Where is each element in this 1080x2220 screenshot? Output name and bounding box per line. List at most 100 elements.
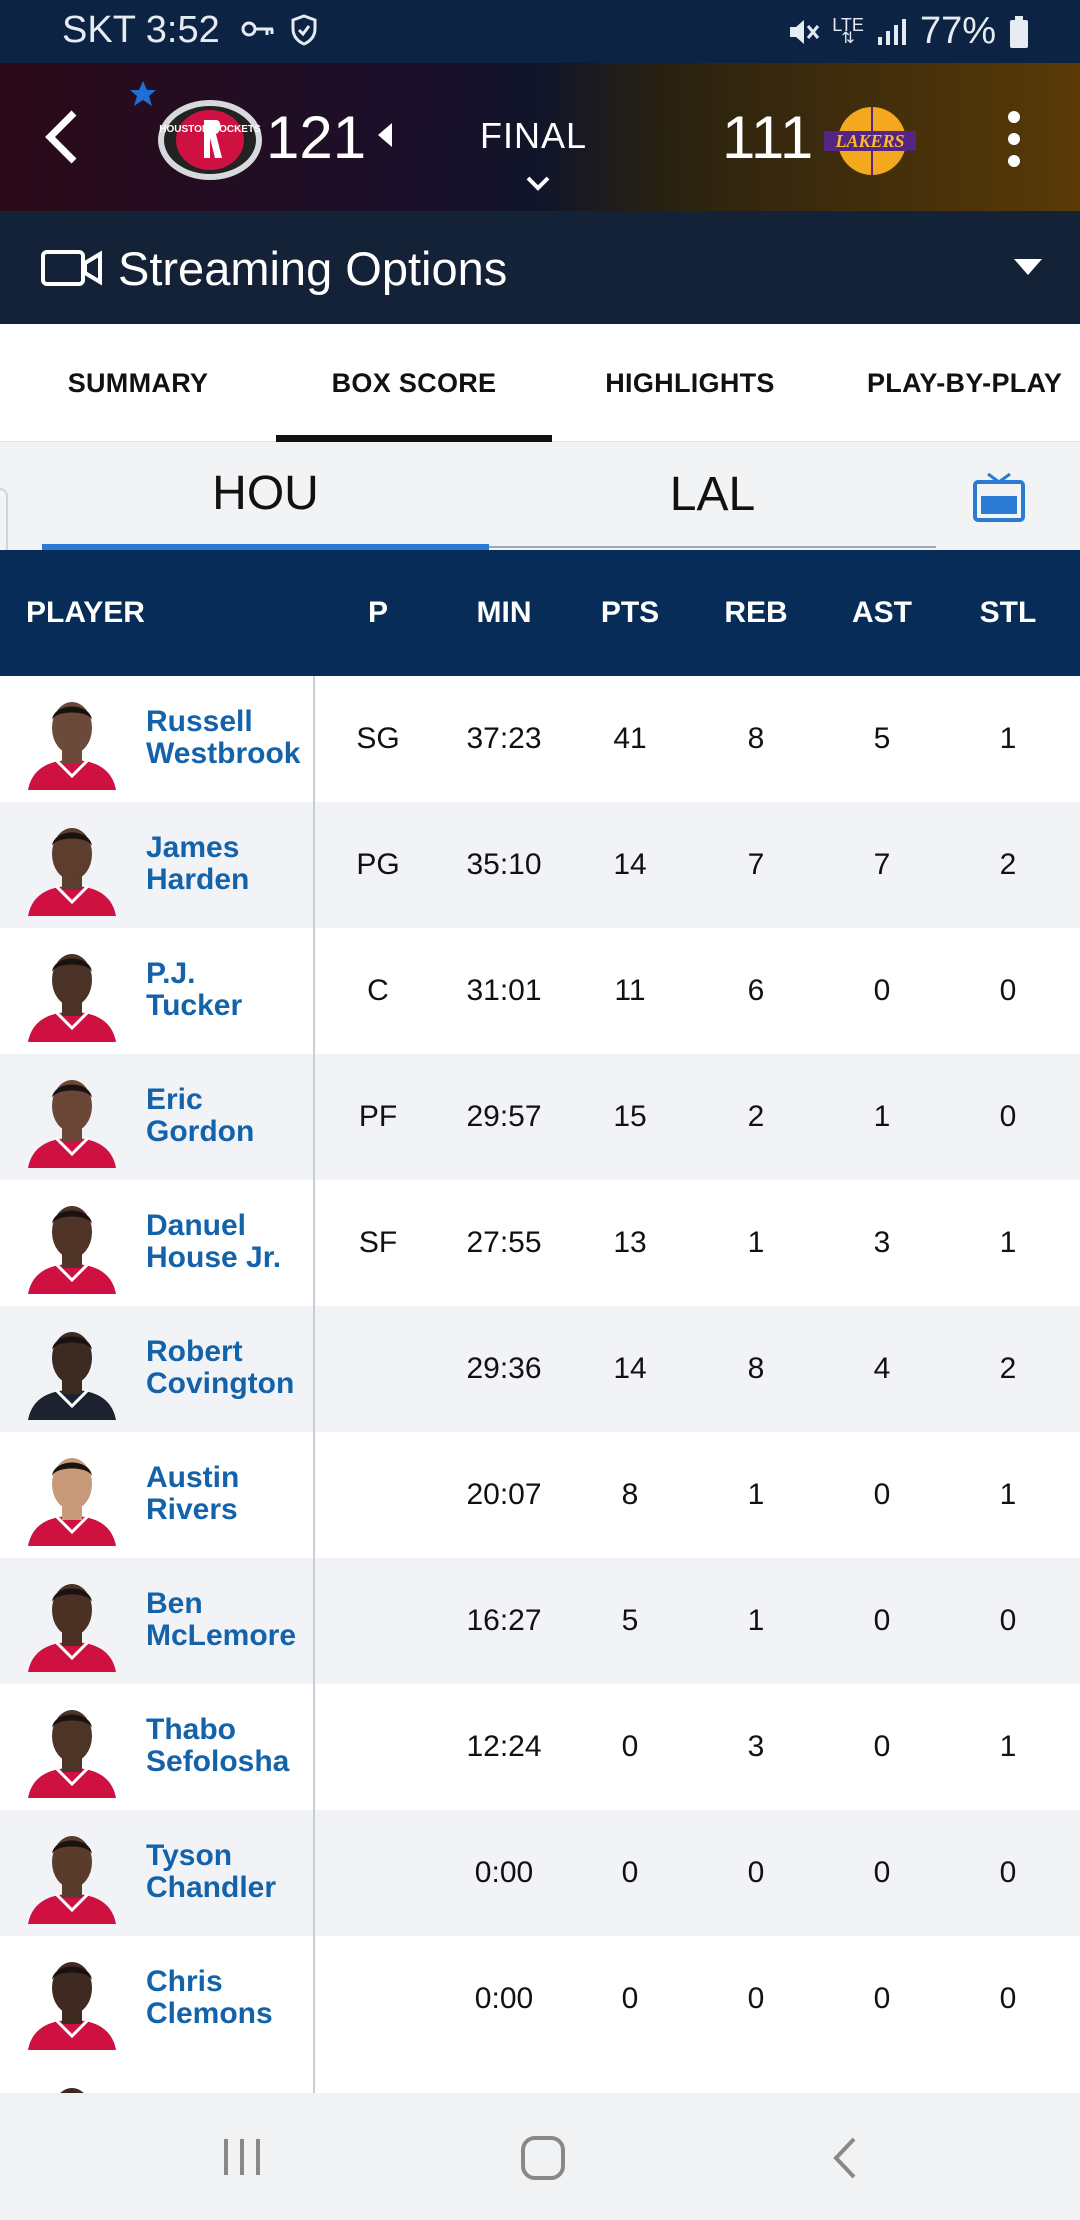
player-name-link[interactable]: Austin Rivers — [146, 1462, 316, 1526]
player-name-link[interactable]: Russell Westbrook — [146, 706, 316, 770]
back-icon[interactable] — [830, 2135, 860, 2181]
cell-points: 0 — [621, 1856, 639, 1889]
table-row[interactable]: Russell Westbrook SG 37:23 41 8 5 1 — [0, 676, 1080, 802]
column-rebounds[interactable]: REB — [724, 596, 788, 629]
cell-minutes: 35:10 — [466, 848, 542, 881]
player-name-link[interactable]: Danuel House Jr. — [146, 1210, 316, 1274]
player-name-link[interactable]: Eric Gordon — [146, 1084, 316, 1148]
more-options-icon[interactable] — [1004, 109, 1024, 169]
table-row[interactable]: Eric Gordon PF 29:57 15 2 1 0 — [0, 1054, 1080, 1180]
back-arrow-icon[interactable] — [42, 109, 82, 165]
column-minutes[interactable]: MIN — [476, 596, 532, 629]
player-first-name: Danuel — [146, 1209, 247, 1242]
player-first-name: Chris — [146, 1965, 223, 1998]
player-first-name: Tyson — [146, 1839, 233, 1872]
column-assists[interactable]: AST — [852, 596, 912, 629]
player-last-name: Covington — [146, 1367, 295, 1400]
player-name-link[interactable]: Robert Covington — [146, 1336, 316, 1400]
cell-rebounds: 8 — [747, 1352, 765, 1385]
recent-apps-icon[interactable] — [220, 2135, 264, 2179]
streaming-options-bar[interactable]: Streaming Options — [0, 211, 1080, 324]
cell-position — [313, 1432, 443, 1558]
cell-steals: 0 — [999, 1604, 1017, 1637]
player-first-name: Robert — [146, 1335, 243, 1368]
table-row[interactable]: P.J. Tucker C 31:01 11 6 0 0 — [0, 928, 1080, 1054]
lakers-logo-icon[interactable]: LAKERS — [820, 103, 920, 179]
status-icons — [240, 14, 318, 46]
player-headshot[interactable] — [26, 1320, 118, 1420]
table-row[interactable]: Tyson Chandler 0:00 0 0 0 0 — [0, 1810, 1080, 1936]
player-first-name: Russell — [146, 705, 253, 738]
cell-steals: 2 — [999, 848, 1017, 881]
column-player[interactable]: PLAYER — [26, 596, 145, 629]
tab-box-score[interactable]: BOX SCORE — [276, 324, 552, 442]
player-headshot[interactable] — [26, 1950, 118, 2050]
cell-steals: 1 — [999, 1730, 1017, 1763]
rockets-logo-icon[interactable]: HOUSTON ROCKETS — [156, 98, 264, 182]
player-headshot[interactable] — [26, 690, 118, 790]
cell-position: SG — [356, 722, 400, 755]
cell-points: 5 — [621, 1604, 639, 1637]
status-right: LTE ⇅ 77% — [786, 10, 1030, 53]
player-headshot[interactable] — [26, 1194, 118, 1294]
team-tab-lal[interactable]: LAL — [489, 442, 936, 548]
column-position[interactable]: P — [367, 596, 388, 629]
column-steals[interactable]: STL — [979, 596, 1037, 629]
box-score-rows: Russell Westbrook SG 37:23 41 8 5 1 James Harden P… — [0, 676, 1080, 2093]
cell-rebounds: 3 — [747, 1730, 765, 1763]
lte-indicator: LTE ⇅ — [832, 16, 864, 47]
player-name-link[interactable]: Chris Clemons — [146, 1966, 316, 2030]
cell-steals: 1 — [999, 1478, 1017, 1511]
player-last-name: Gordon — [146, 1115, 255, 1148]
tv-cast-icon[interactable] — [972, 472, 1026, 524]
player-name-link[interactable]: P.J. Tucker — [146, 958, 316, 1022]
cell-position: C — [367, 974, 389, 1007]
player-headshot[interactable] — [26, 816, 118, 916]
cell-steals: 1 — [999, 722, 1017, 755]
game-tabs: SUMMARY BOX SCORE HIGHLIGHTS PLAY-BY-PLA… — [0, 324, 1080, 442]
cell-assists: 4 — [873, 1352, 891, 1385]
player-headshot[interactable] — [26, 942, 118, 1042]
home-icon[interactable] — [520, 2135, 566, 2181]
player-name-link[interactable]: Thabo Sefolosha — [146, 1714, 316, 1778]
cell-rebounds: 2 — [747, 1100, 765, 1133]
player-headshot[interactable] — [26, 1068, 118, 1168]
cell-assists: 0 — [873, 1730, 891, 1763]
away-score: 111 — [722, 104, 814, 171]
table-row[interactable]: Ben McLemore 16:27 5 1 0 0 — [0, 1558, 1080, 1684]
player-name-link[interactable]: Ben McLemore — [146, 1588, 316, 1652]
table-row[interactable]: James Harden PG 35:10 14 7 7 2 — [0, 802, 1080, 928]
table-row-partial[interactable] — [0, 2062, 1080, 2093]
table-row[interactable]: Danuel House Jr. SF 27:55 13 1 3 1 — [0, 1180, 1080, 1306]
player-headshot[interactable] — [26, 1824, 118, 1924]
favorite-star-icon[interactable] — [128, 79, 158, 109]
tab-highlights[interactable]: HIGHLIGHTS — [605, 367, 775, 398]
chevron-down-icon[interactable] — [525, 175, 551, 193]
player-name-link[interactable]: James Harden — [146, 832, 316, 896]
tab-play-by-play[interactable]: PLAY-BY-PLAY — [867, 367, 1063, 398]
home-score: 121 — [266, 104, 367, 171]
signal-icon — [877, 18, 906, 45]
cell-points: 11 — [614, 974, 646, 1007]
table-row[interactable]: Thabo Sefolosha 12:24 0 3 0 1 — [0, 1684, 1080, 1810]
battery-icon — [1010, 15, 1028, 48]
cell-rebounds: 1 — [747, 1604, 765, 1637]
player-headshot[interactable] — [26, 1572, 118, 1672]
player-headshot[interactable] — [26, 1698, 118, 1798]
dropdown-caret-icon[interactable] — [1014, 259, 1042, 275]
winner-indicator-icon — [378, 123, 392, 147]
table-row[interactable]: Chris Clemons 0:00 0 0 0 0 — [0, 1936, 1080, 2062]
svg-text:LAKERS: LAKERS — [834, 131, 904, 151]
column-points[interactable]: PTS — [600, 596, 660, 629]
tab-summary[interactable]: SUMMARY — [67, 367, 209, 398]
table-row[interactable]: Robert Covington 29:36 14 8 4 2 — [0, 1306, 1080, 1432]
team-tab-hou[interactable]: HOU — [42, 442, 489, 550]
status-bar: SKT 3:52 LTE ⇅ 77% — [0, 0, 1080, 63]
player-headshot[interactable] — [26, 1446, 118, 1546]
player-name-link[interactable]: Tyson Chandler — [146, 1840, 316, 1904]
cell-steals: 0 — [999, 974, 1017, 1007]
table-row[interactable]: Austin Rivers 20:07 8 1 0 1 — [0, 1432, 1080, 1558]
cell-minutes: 16:27 — [466, 1604, 542, 1637]
player-headshot[interactable] — [26, 2076, 118, 2093]
cell-position: PG — [356, 848, 400, 881]
